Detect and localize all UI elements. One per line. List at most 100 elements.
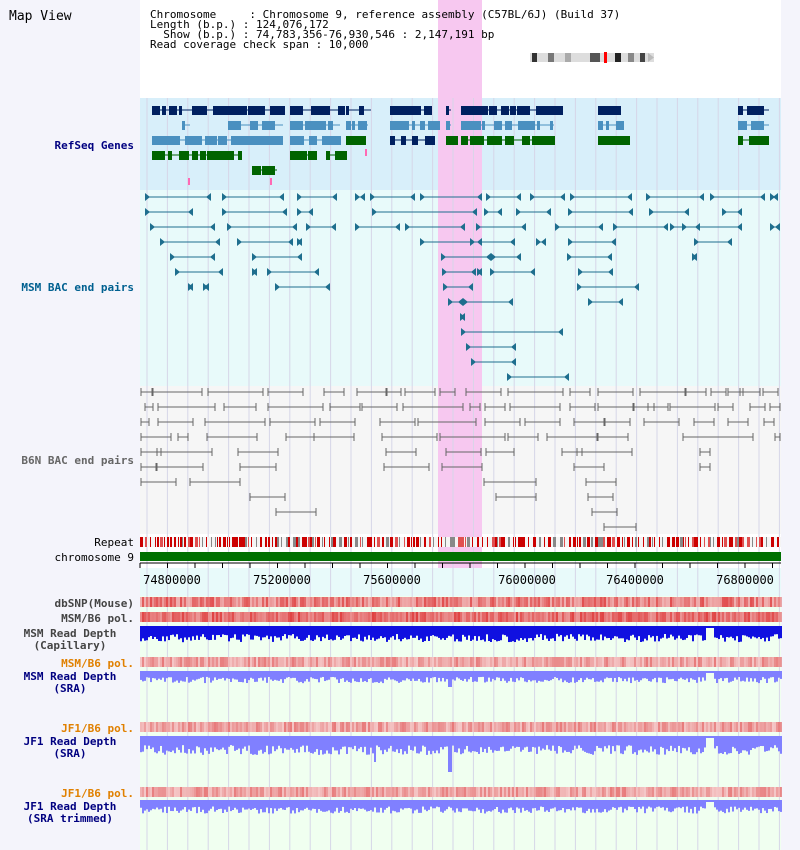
jf1-depth-trimmed-bar xyxy=(746,800,748,810)
msm-bac-end xyxy=(611,238,616,246)
msm-depth-capillary-bar xyxy=(410,626,412,636)
jf1-b6-pol-track-cell xyxy=(254,722,256,732)
msm-b6-pol-sra-track-cell xyxy=(226,657,228,667)
msm-b6-pol-sra-track-cell xyxy=(370,657,372,667)
msm-depth-sra-bar xyxy=(764,671,766,679)
track-label-jf1-b6-pol-2[interactable]: JF1/B6 pol. xyxy=(61,787,134,800)
repeat-element xyxy=(242,537,245,547)
jf1-b6-pol-2-track-cell xyxy=(450,787,452,797)
jf1-b6-pol-2-track-cell xyxy=(268,787,270,797)
dbsnp-track-cell xyxy=(164,597,166,607)
repeat-element xyxy=(140,537,143,547)
jf1-depth-trimmed-bar xyxy=(374,800,376,808)
dbsnp-track-cell xyxy=(356,597,358,607)
track-label-repeat[interactable]: Repeat xyxy=(94,536,134,549)
jf1-depth-trimmed-bar xyxy=(480,800,482,813)
jf1-b6-pol-2-track-cell xyxy=(312,787,314,797)
track-label-jf1-depth-trim[interactable]: JF1 Read Depth (SRA trimmed) xyxy=(0,801,140,825)
msm-depth-capillary-bar xyxy=(560,626,562,636)
repeat-element xyxy=(595,537,598,547)
refseq-gene-exon xyxy=(461,136,468,145)
jf1-depth-trimmed-bar xyxy=(284,800,286,810)
msm-depth-sra-bar xyxy=(598,671,600,682)
track-label-b6n-bac[interactable]: B6N BAC end pairs xyxy=(21,454,134,467)
jf1-depth-sra-bar xyxy=(524,736,526,748)
jf1-b6-pol-track-cell xyxy=(678,722,680,732)
jf1-b6-pol-2-track-cell xyxy=(472,787,474,797)
jf1-depth-sra-bar xyxy=(156,736,158,754)
msm-depth-capillary-bar xyxy=(192,626,194,637)
jf1-depth-sra-bar xyxy=(358,736,360,749)
jf1-depth-sra-bar xyxy=(162,736,164,753)
jf1-depth-sra-bar xyxy=(250,736,252,754)
jf1-depth-trimmed-bar xyxy=(402,800,404,810)
msm-b6-pol-sra-track-cell xyxy=(194,657,196,667)
track-label-jf1-b6-pol[interactable]: JF1/B6 pol. xyxy=(61,722,134,735)
jf1-depth-trimmed-bar xyxy=(484,800,486,814)
dbsnp-track-cell xyxy=(318,597,320,607)
jf1-b6-pol-track-cell xyxy=(722,722,724,732)
jf1-b6-pol-track-cell xyxy=(586,722,588,732)
msm-depth-sra-bar xyxy=(418,671,420,679)
jf1-depth-trimmed-bar xyxy=(500,800,502,814)
jf1-b6-pol-2-track-cell xyxy=(416,787,418,797)
refseq-gene-exon xyxy=(425,136,435,145)
dbsnp-track-cell xyxy=(492,597,494,607)
msm-b6-pol-sra-track-cell xyxy=(610,657,612,667)
repeat-element xyxy=(477,537,479,547)
repeat-element xyxy=(170,537,172,547)
track-label-chromosome[interactable]: chromosome 9 xyxy=(54,551,134,564)
msm-b6-pol-sra-track-cell xyxy=(412,657,414,667)
msm-b6-pol-track-cell xyxy=(646,612,648,622)
dbsnp-track-cell xyxy=(428,597,430,607)
track-label-msm-depth-sra[interactable]: MSM Read Depth (SRA) xyxy=(0,671,140,695)
jf1-depth-sra-bar xyxy=(324,736,326,754)
msm-b6-pol-track-cell xyxy=(154,612,156,622)
dbsnp-track-cell xyxy=(284,597,286,607)
track-label-jf1-depth-sra[interactable]: JF1 Read Depth (SRA) xyxy=(0,736,140,760)
msm-depth-sra-bar xyxy=(282,671,284,683)
repeat-element xyxy=(756,537,757,547)
track-label-msm-b6-pol[interactable]: MSM/B6 pol. xyxy=(61,612,134,625)
jf1-b6-pol-2-track-cell xyxy=(544,787,546,797)
repeat-element xyxy=(492,537,495,547)
repeat-element xyxy=(260,537,262,547)
msm-depth-capillary-bar xyxy=(332,626,334,641)
msm-b6-pol-track-cell xyxy=(578,612,580,622)
jf1-depth-trimmed-bar xyxy=(588,800,590,809)
msm-depth-capillary-bar xyxy=(712,626,714,628)
jf1-b6-pol-2-track-cell xyxy=(408,787,410,797)
msm-depth-sra-bar xyxy=(324,671,326,682)
msm-b6-pol-track-cell xyxy=(330,612,332,622)
info-length: Length (b.p.) : 124,076,172 xyxy=(150,18,329,31)
track-label-msm-b6-pol-sra[interactable]: MSM/B6 pol. xyxy=(61,657,134,670)
jf1-depth-sra-bar xyxy=(254,736,256,755)
dbsnp-track-cell xyxy=(604,597,606,607)
msm-depth-sra-bar xyxy=(164,671,166,682)
msm-depth-capillary-bar xyxy=(358,626,360,635)
track-label-refseq[interactable]: RefSeq Genes xyxy=(54,139,134,152)
dbsnp-track-cell xyxy=(600,597,602,607)
jf1-b6-pol-track-cell xyxy=(382,722,384,732)
msm-bac-end xyxy=(461,328,466,336)
track-label-msm-bac[interactable]: MSM BAC end pairs xyxy=(21,281,134,294)
msm-depth-sra-bar xyxy=(280,671,282,680)
jf1-depth-sra-bar xyxy=(766,736,768,752)
msm-bac-end xyxy=(460,313,465,321)
msm-b6-pol-track-cell xyxy=(692,612,694,622)
jf1-depth-trimmed-bar xyxy=(608,800,610,811)
msm-b6-pol-track-cell xyxy=(286,612,288,622)
msm-depth-sra-bar xyxy=(526,671,528,683)
jf1-depth-trimmed-bar xyxy=(396,800,398,813)
msm-depth-sra-bar xyxy=(290,671,292,679)
msm-depth-capillary-bar xyxy=(736,626,738,637)
msm-b6-pol-sra-track-cell xyxy=(624,657,626,667)
track-label-msm-depth-cap[interactable]: MSM Read Depth (Capillary) xyxy=(0,628,140,652)
track-label-dbsnp[interactable]: dbSNP(Mouse) xyxy=(54,597,134,610)
msm-depth-sra-bar xyxy=(176,671,178,681)
jf1-b6-pol-2-track-cell xyxy=(700,787,702,797)
msm-depth-sra-bar xyxy=(236,671,238,680)
msm-b6-pol-sra-track-cell xyxy=(618,657,620,667)
msm-depth-capillary-bar xyxy=(266,626,268,636)
